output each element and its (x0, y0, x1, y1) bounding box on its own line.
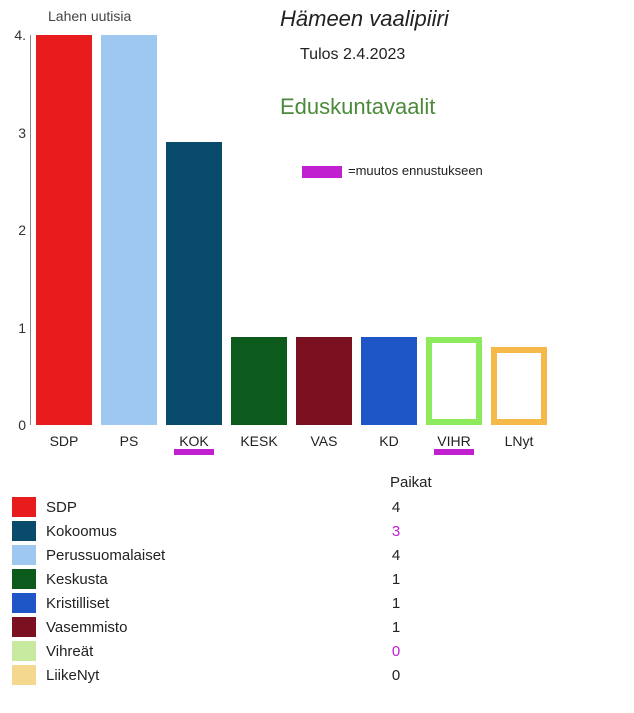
party-name: Kristilliset (46, 595, 366, 612)
y-tick-label: 4. (8, 27, 26, 43)
party-name: Keskusta (46, 571, 366, 588)
seat-count: 4 (366, 499, 426, 516)
seat-count: 4 (366, 547, 426, 564)
seat-count: 0 (366, 667, 426, 684)
bar-sdp (36, 35, 92, 425)
table-row: LiikeNyt0 (12, 664, 512, 686)
x-label-lnyt: LNyt (491, 433, 547, 449)
party-swatch (12, 569, 36, 589)
x-label-kd: KD (361, 433, 417, 449)
seat-count: 3 (366, 523, 426, 540)
bar-kesk (231, 337, 287, 425)
bar-ps (101, 35, 157, 425)
bar-vas (296, 337, 352, 425)
change-marker-kok (174, 449, 214, 455)
party-swatch (12, 641, 36, 661)
page-title: Hämeen vaalipiiri (280, 6, 449, 32)
bar-vihr (426, 337, 482, 425)
party-swatch (12, 593, 36, 613)
party-swatch (12, 617, 36, 637)
bar-kd (361, 337, 417, 425)
change-marker-vihr (434, 449, 474, 455)
x-label-ps: PS (101, 433, 157, 449)
x-label-kok: KOK (166, 433, 222, 449)
table-row: Kristilliset1 (12, 592, 512, 614)
seat-count: 1 (366, 571, 426, 588)
source-label: Lahen uutisia (48, 8, 131, 24)
seat-count: 1 (366, 619, 426, 636)
party-swatch (12, 665, 36, 685)
x-label-sdp: SDP (36, 433, 92, 449)
x-label-vihr: VIHR (426, 433, 482, 449)
party-swatch (12, 545, 36, 565)
y-tick-label: 0 (8, 417, 26, 433)
bar-lnyt (491, 347, 547, 425)
party-swatch (12, 521, 36, 541)
y-tick-label: 1 (8, 320, 26, 336)
seat-count: 1 (366, 595, 426, 612)
party-name: Vasemmisto (46, 619, 366, 636)
bar-chart: 01234. SDPPSKOKKESKVASKDVIHRLNyt (8, 35, 568, 455)
party-swatch (12, 497, 36, 517)
table-row: Keskusta1 (12, 568, 512, 590)
seat-count: 0 (366, 643, 426, 660)
party-name: Vihreät (46, 643, 366, 660)
results-table: Paikat SDP4Kokoomus3Perussuomalaiset4Kes… (12, 478, 512, 688)
table-row: Kokoomus3 (12, 520, 512, 542)
party-name: Perussuomalaiset (46, 547, 366, 564)
bar-kok (166, 142, 222, 425)
table-row: Vihreät0 (12, 640, 512, 662)
party-name: Kokoomus (46, 523, 366, 540)
y-tick-label: 2 (8, 222, 26, 238)
table-row: Vasemmisto1 (12, 616, 512, 638)
bars-container (30, 35, 570, 425)
x-label-vas: VAS (296, 433, 352, 449)
y-tick-label: 3 (8, 125, 26, 141)
party-name: SDP (46, 499, 366, 516)
table-row: SDP4 (12, 496, 512, 518)
results-header: Paikat (390, 474, 432, 491)
table-row: Perussuomalaiset4 (12, 544, 512, 566)
party-name: LiikeNyt (46, 667, 366, 684)
x-label-kesk: KESK (231, 433, 287, 449)
